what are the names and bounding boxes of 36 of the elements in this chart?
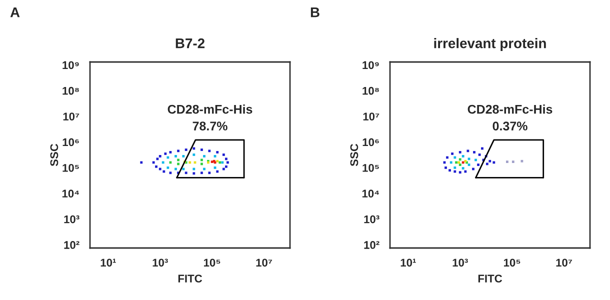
text: B [310, 8, 320, 18]
x-tick-label: 10⁷ [256, 258, 272, 267]
y-tick-label: 10⁸ [362, 86, 379, 95]
chart-title: irrelevant protein [434, 38, 546, 51]
y-tick-label: 10³ [64, 215, 80, 224]
x-tick-label: 10¹ [400, 258, 416, 267]
x-tick-label: 10¹ [100, 258, 116, 267]
y-tick-label: 10⁸ [62, 86, 79, 95]
annotation: CD28-mFc-His [168, 104, 252, 114]
y-tick-label: 10⁵ [362, 164, 379, 172]
x-tick-label: 10⁷ [556, 258, 572, 267]
x-tick-label: 10⁵ [504, 258, 520, 267]
y-tick-label: 10³ [364, 215, 380, 224]
y-tick-label: 10⁴ [62, 190, 79, 198]
y-tick-label: 10⁷ [363, 112, 380, 120]
y-tick-label: 10⁹ [62, 61, 79, 70]
x-tick-label: 10³ [152, 258, 168, 267]
x-axis-title: FITC [478, 274, 502, 282]
y-tick-label: 10² [364, 241, 380, 249]
annotation: CD28-mFc-His [468, 104, 552, 114]
y-tick-label: 10⁴ [362, 190, 379, 198]
chart-title: B7-2 [176, 38, 204, 48]
y-axis-title: SSC [350, 144, 358, 166]
y-tick-label: 10⁷ [63, 112, 80, 120]
annotation: 78.7% [192, 122, 228, 130]
y-tick-label: 10⁵ [62, 164, 79, 172]
y-tick-label: 10⁶ [62, 138, 79, 146]
y-tick-label: 10⁶ [362, 138, 379, 146]
text: A [10, 8, 20, 18]
annotation: 0.37% [492, 122, 528, 130]
y-tick-label: 10² [64, 241, 80, 249]
x-tick-label: 10⁵ [204, 258, 220, 267]
y-axis-title: SSC [50, 144, 58, 166]
x-axis-title: FITC [178, 274, 202, 282]
x-tick-label: 10³ [452, 258, 468, 267]
y-tick-label: 10⁹ [362, 61, 379, 70]
